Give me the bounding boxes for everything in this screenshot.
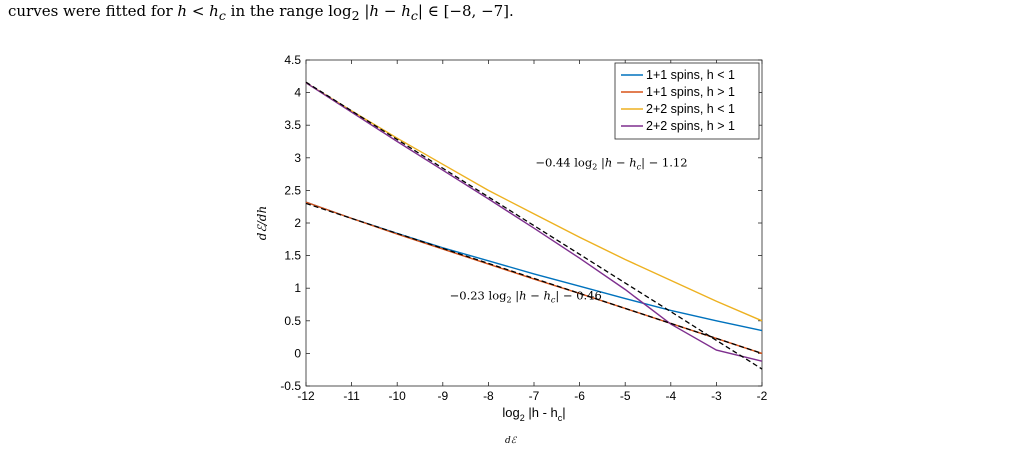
caption-math1: h < h (177, 2, 219, 20)
fit-lines (305, 81, 763, 370)
y-tick-label: 1 (294, 281, 301, 295)
y-tick-label: 4.5 (284, 53, 301, 67)
caption-middle-sub: 2 (351, 8, 360, 23)
y-axis-label: dℰ/dh (255, 206, 269, 240)
caption-math1-sub: c (218, 8, 226, 23)
y-tick-label: 1.5 (284, 249, 301, 263)
caption-suffix: | ∈ [−8, −7]. (417, 2, 514, 20)
caption-prefix: curves were fitted for (8, 2, 178, 20)
series-line-3 (305, 82, 763, 322)
caption-bottom-text: dℰ (505, 436, 517, 446)
fit-annotation-1: −0.44 log2 |h − hc| − 1.12 (535, 155, 687, 171)
x-tick-label: -10 (389, 389, 407, 403)
caption-middle: in the range log (225, 2, 352, 20)
caption-math2-sub: c (410, 8, 418, 23)
x-tick-label: -9 (437, 389, 448, 403)
y-tick-label: -0.5 (280, 379, 301, 393)
x-tick-label: -7 (529, 389, 540, 403)
fit-line-1 (305, 81, 763, 370)
x-tick-label: -12 (297, 389, 315, 403)
y-axis-ticks: -0.5 0 0.5 1 1.5 2 2.5 3 3.5 4 4.5 (280, 53, 762, 393)
y-tick-label: 3 (294, 151, 301, 165)
fit-annotation-2: −0.23 log2 |h − hc| − 0.46 (450, 288, 602, 304)
x-tick-label: -4 (665, 389, 676, 403)
series-line-4 (305, 82, 763, 362)
legend-label-4: 2+2 spins, h > 1 (646, 119, 735, 133)
fit-annotations: −0.44 log2 |h − hc| − 1.12 −0.23 log2 |h … (450, 155, 688, 304)
x-axis-label: log2 |h - hc| (502, 405, 565, 423)
caption-math2: |h − h (359, 2, 411, 20)
y-tick-label: 2 (294, 216, 301, 230)
caption-top-line: curves were fitted for h < hc in the ran… (8, 2, 514, 23)
x-tick-label: -5 (620, 389, 631, 403)
x-tick-label: -8 (483, 389, 494, 403)
y-tick-label: 2.5 (284, 183, 301, 197)
legend-label-3: 2+2 spins, h < 1 (646, 102, 735, 116)
legend-label-1: 1+1 spins, h < 1 (646, 68, 735, 82)
x-axis-ticks: -12 -11 -10 -9 -8 -7 -6 -5 -4 -3 -2 (297, 60, 768, 403)
x-tick-label: -2 (757, 389, 768, 403)
legend-label-2: 1+1 spins, h > 1 (646, 85, 735, 99)
y-tick-label: 0 (294, 346, 301, 360)
caption-bottom-fragment: dℰ (0, 434, 1025, 457)
x-tick-label: -3 (711, 389, 722, 403)
y-tick-label: 4 (294, 86, 301, 100)
legend: 1+1 spins, h < 1 1+1 spins, h > 1 2+2 spin… (614, 62, 760, 140)
fit-line-2 (305, 202, 763, 355)
y-tick-label: 3.5 (284, 118, 301, 132)
x-tick-label: -6 (574, 389, 585, 403)
x-tick-label: -11 (343, 389, 360, 403)
y-tick-label: 0.5 (284, 314, 301, 328)
